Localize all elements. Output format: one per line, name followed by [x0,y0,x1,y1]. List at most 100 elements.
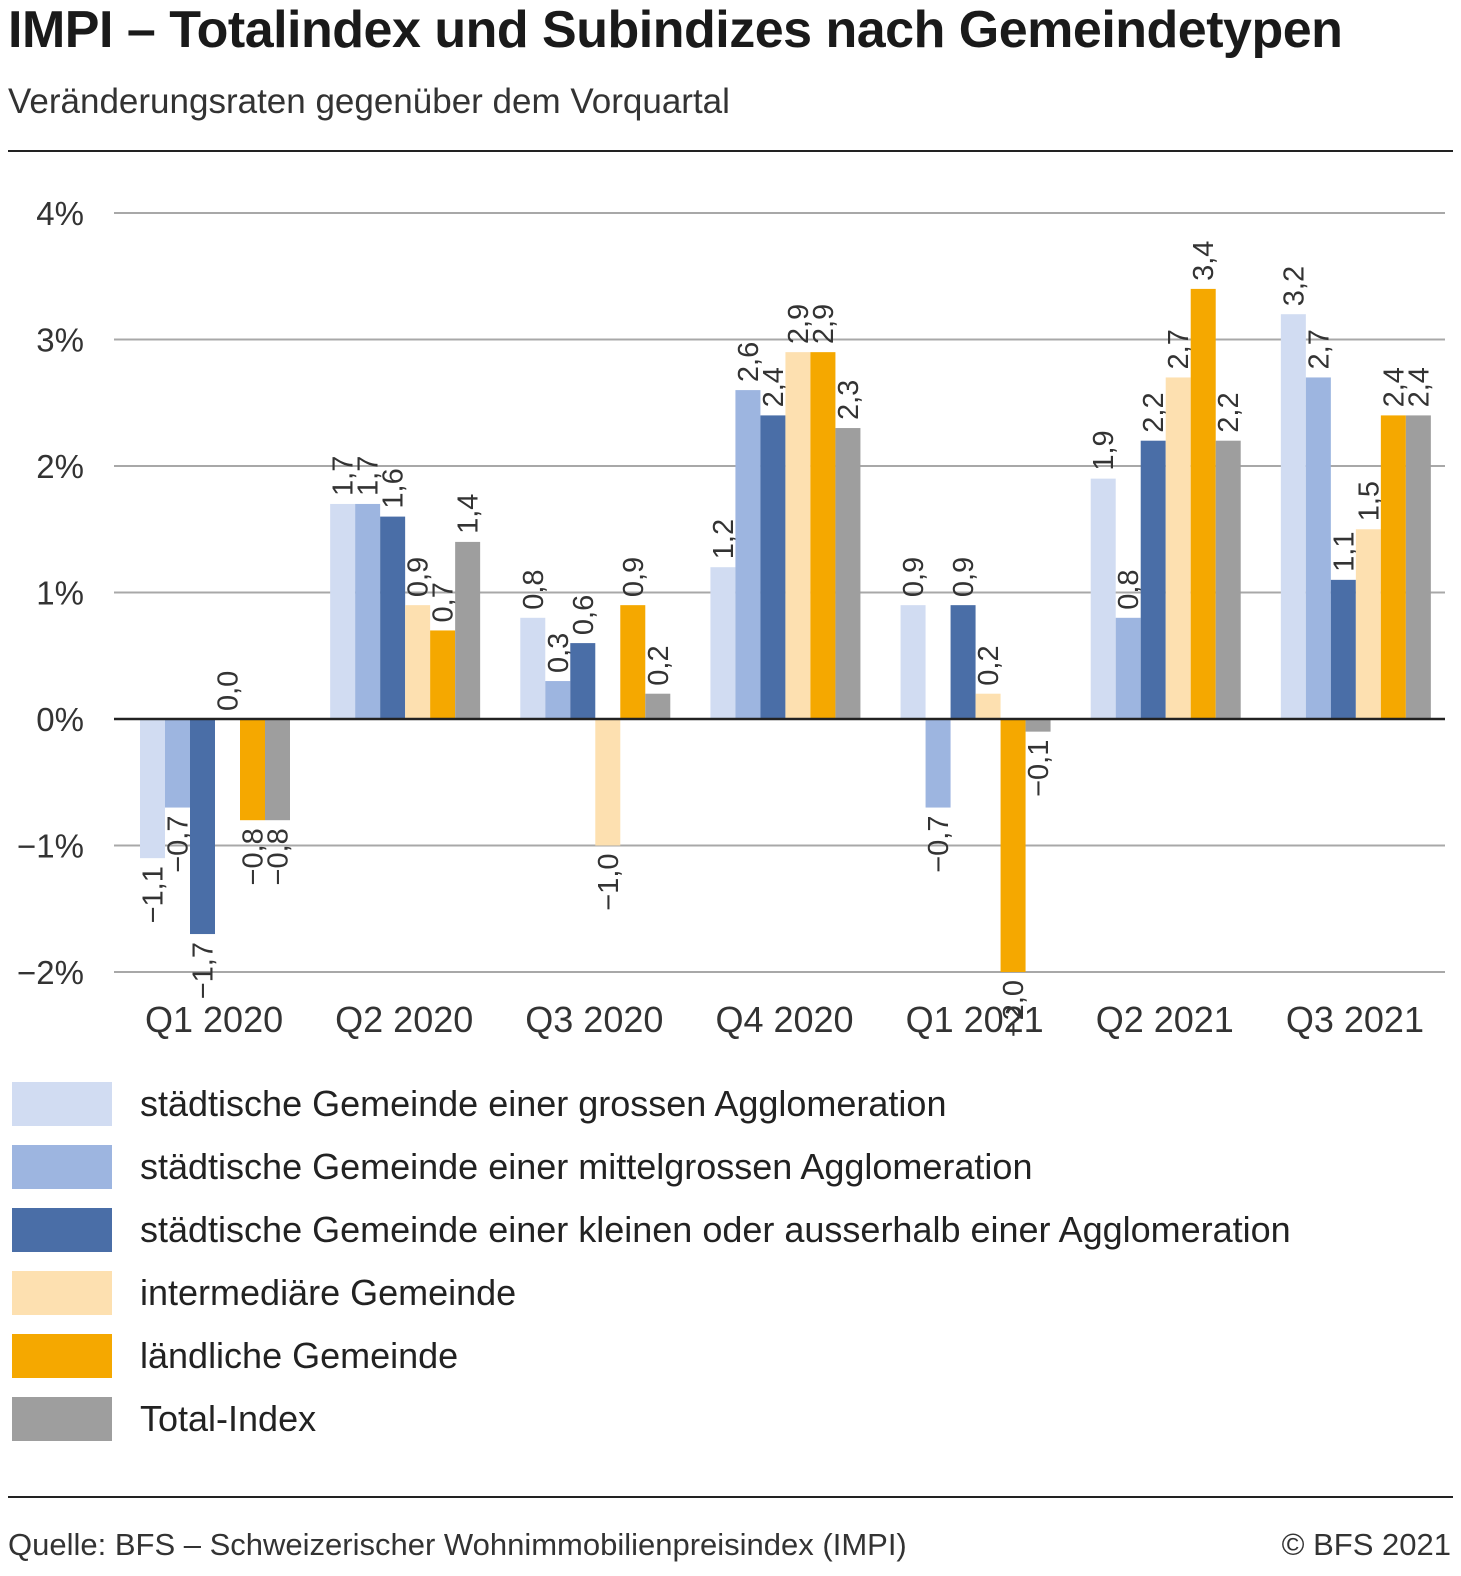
bar [520,617,546,719]
data-label: 0,9 [948,557,980,597]
bar [1025,719,1051,732]
x-tick-label: Q1 2021 [906,999,1044,1040]
data-label: −0,7 [163,816,195,873]
data-label: 1,4 [453,494,485,534]
data-label: 2,7 [1163,329,1195,369]
bar [1215,440,1241,719]
bar [455,541,481,719]
data-label: 0,8 [1113,569,1145,609]
bar [1355,529,1381,719]
bar [405,605,431,719]
bar [620,605,646,719]
data-label: 3,2 [1278,266,1310,306]
data-label: 2,4 [1378,367,1410,407]
data-label: 0,0 [213,671,245,711]
data-label: −0,8 [238,828,270,885]
data-label: 0,2 [643,645,675,685]
top-divider [8,150,1453,152]
bar [355,503,381,719]
data-label: 0,9 [403,557,435,597]
data-label: 1,7 [328,456,360,496]
bar [545,681,571,719]
data-label: 2,7 [1303,329,1335,369]
data-label: −1,1 [138,866,170,923]
data-label: −0,7 [923,816,955,873]
copyright-note: © BFS 2021 [1281,1527,1451,1562]
legend-swatch [12,1271,112,1315]
bar [1330,579,1356,719]
bar [595,719,621,846]
bar [190,719,215,935]
bar [165,719,190,808]
legend-label: städtische Gemeinde einer mittelgrossen … [140,1146,1033,1187]
data-label: 0,3 [543,633,575,673]
bar [785,352,811,719]
bar [1280,314,1306,719]
source-note: Quelle: BFS – Schweizerischer Wohnimmobi… [8,1527,907,1562]
bottom-divider [8,1496,1453,1498]
data-label: −1,0 [593,854,625,911]
data-label: 2,9 [808,304,840,344]
x-tick-label: Q3 2020 [525,999,663,1040]
y-tick-label: 1% [36,575,84,612]
data-label: 2,2 [1138,392,1170,432]
legend-label: intermediäre Gemeinde [140,1272,517,1313]
data-label: 2,2 [1213,392,1245,432]
legend-swatch [12,1397,112,1441]
y-tick-label: 2% [36,448,84,485]
y-tick-label: −1% [17,828,84,865]
bar [330,503,356,719]
bar [1380,415,1406,719]
chart-title: IMPI – Totalindex und Subindizes nach Ge… [8,1,1343,59]
bar [1190,288,1216,719]
x-tick-label: Q4 2020 [715,999,853,1040]
data-label: 1,7 [353,456,385,496]
bar [1090,478,1116,719]
bar [140,719,165,859]
legend-label: ländliche Gemeinde [140,1335,459,1376]
data-label: 0,9 [618,557,650,597]
chart-subtitle: Veränderungsraten gegenüber dem Vorquart… [8,82,730,121]
bar [1165,377,1191,719]
legend-label: städtische Gemeinde einer kleinen oder a… [140,1209,1291,1250]
bar [1305,377,1331,719]
bar [760,415,786,719]
data-label: 2,3 [833,380,865,420]
data-label: −1,7 [188,942,220,999]
data-label: 1,6 [378,468,410,508]
data-label: 2,9 [783,304,815,344]
data-label: 2,6 [733,342,765,382]
data-label: −0,8 [263,828,295,885]
bar [1000,719,1026,972]
bar [1140,440,1166,719]
data-label: 2,4 [1403,367,1435,407]
y-tick-label: 3% [36,322,84,359]
x-tick-label: Q3 2021 [1286,999,1424,1040]
bar [950,605,976,719]
legend-label: städtische Gemeinde einer grossen Agglom… [140,1083,947,1124]
x-tick-label: Q2 2020 [335,999,473,1040]
bar [1115,617,1141,719]
y-tick-label: 0% [36,701,84,738]
data-label: 0,7 [428,582,460,622]
bar [835,428,861,719]
data-label: −2,0 [998,980,1030,1037]
data-label: 1,5 [1353,481,1385,521]
bar [570,643,596,719]
bar [265,719,290,821]
bar [645,693,671,719]
legend-swatch [12,1145,112,1189]
bar [240,719,265,821]
bar [430,630,456,719]
y-tick-label: 4% [36,195,84,232]
bar [1405,415,1431,719]
data-label: −0,1 [1023,740,1055,797]
legend-swatch [12,1334,112,1378]
data-label: 0,6 [568,595,600,635]
bar [900,605,926,719]
legend-swatch [12,1208,112,1252]
x-tick-label: Q1 2020 [145,999,283,1040]
data-label: 1,1 [1328,532,1360,572]
bar [735,390,761,719]
bar [810,352,836,719]
